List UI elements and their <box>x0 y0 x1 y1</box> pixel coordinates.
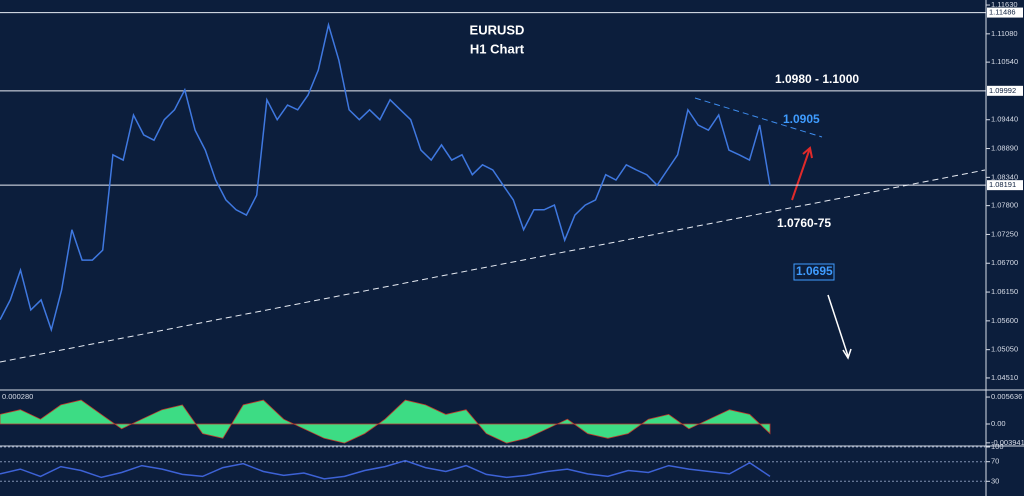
y-tick-label: 1.11630 <box>991 0 1018 9</box>
arrow <box>827 294 849 357</box>
y-tick-label: 1.05600 <box>991 316 1018 325</box>
y-tick-label: 100 <box>991 442 1004 451</box>
macd-area <box>0 399 771 444</box>
trendline <box>0 169 986 363</box>
y-tick-label: 1.06700 <box>991 258 1018 267</box>
y-tick-label: 1.08340 <box>991 172 1018 181</box>
annotation: 1.0760-75 <box>777 216 831 230</box>
y-tick-label: 1.05050 <box>991 345 1018 354</box>
annotation: 1.0905 <box>783 112 820 126</box>
level-box <box>987 7 1023 18</box>
y-tick-label: 0.00 <box>991 419 1006 428</box>
level-box <box>987 85 1023 96</box>
price-line <box>0 21 771 333</box>
y-tick-label: 1.09440 <box>991 115 1018 124</box>
indicator-label: 0.000280 <box>2 392 33 401</box>
y-tick-label: -0.003941 <box>991 438 1024 447</box>
arrow <box>791 147 811 201</box>
arrow-head <box>842 348 852 360</box>
y-tick-label: 1.08890 <box>991 144 1018 153</box>
y-tick-label: 1.11080 <box>991 29 1018 38</box>
y-tick-label: 1.07250 <box>991 229 1018 238</box>
y-tick-label: 1.10540 <box>991 57 1018 66</box>
y-tick-label: 1.06150 <box>991 287 1018 296</box>
level-label: 1.09992 <box>989 86 1016 95</box>
arrow-head <box>802 146 813 159</box>
trendline <box>694 97 823 138</box>
level-box <box>987 180 1023 191</box>
annotation: 1.0980 - 1.1000 <box>775 72 859 86</box>
chart-title: EURUSD <box>470 22 525 37</box>
level-label: 1.11486 <box>989 8 1016 17</box>
y-tick-label: 70 <box>991 457 999 466</box>
y-tick-label: 1.07800 <box>991 201 1018 210</box>
y-tick-label: 30 <box>991 476 999 485</box>
price-line <box>0 459 771 480</box>
y-tick-label: 0.005636 <box>991 392 1022 401</box>
annotation-box <box>793 263 835 281</box>
y-tick-label: 1.04510 <box>991 373 1018 382</box>
chart-subtitle: H1 Chart <box>470 41 525 56</box>
annotation: 1.0695 <box>796 264 833 278</box>
level-label: 1.08191 <box>989 180 1016 189</box>
